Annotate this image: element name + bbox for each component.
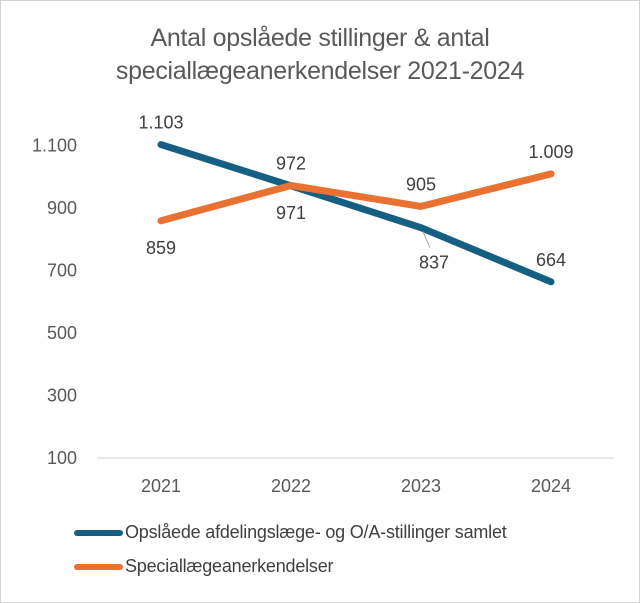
data-label: 971 <box>276 203 306 223</box>
data-label: 859 <box>146 238 176 258</box>
legend-item-series2: Speciallægeanerkendelser <box>74 556 507 577</box>
data-label: 664 <box>536 250 566 270</box>
y-axis-tick-label: 700 <box>47 261 77 281</box>
chart-legend: Opslåede afdelingslæge- og O/A-stillinge… <box>74 522 507 577</box>
x-axis-tick-label: 2021 <box>141 476 181 496</box>
x-axis-tick-label: 2024 <box>531 476 571 496</box>
series-line-1 <box>157 141 555 286</box>
data-label: 1.103 <box>138 113 183 133</box>
y-axis-tick-label: 300 <box>47 386 77 406</box>
data-label: 905 <box>406 174 436 194</box>
data-label-leader-line <box>422 231 431 248</box>
x-axis-tick-label: 2022 <box>271 476 311 496</box>
legend-label-series2: Speciallægeanerkendelser <box>125 556 334 576</box>
data-label: 972 <box>276 154 306 174</box>
y-axis-tick-label: 900 <box>47 198 77 218</box>
legend-line-swatch-series1 <box>74 529 123 536</box>
series-line-2 <box>157 170 555 225</box>
legend-item-series1: Opslåede afdelingslæge- og O/A-stillinge… <box>74 522 507 543</box>
data-label: 837 <box>419 253 449 273</box>
y-axis-tick-label: 100 <box>47 448 77 468</box>
data-label: 1.009 <box>528 142 573 162</box>
x-axis-tick-label: 2023 <box>401 476 441 496</box>
legend-line-swatch-series2 <box>74 563 123 570</box>
y-axis-tick-label: 1.100 <box>32 136 77 156</box>
chart-title: Antal opslåede stillinger & antal specia… <box>115 24 525 85</box>
y-axis-tick-label: 500 <box>47 323 77 343</box>
legend-label-series1: Opslåede afdelingslæge- og O/A-stillinge… <box>125 522 507 542</box>
